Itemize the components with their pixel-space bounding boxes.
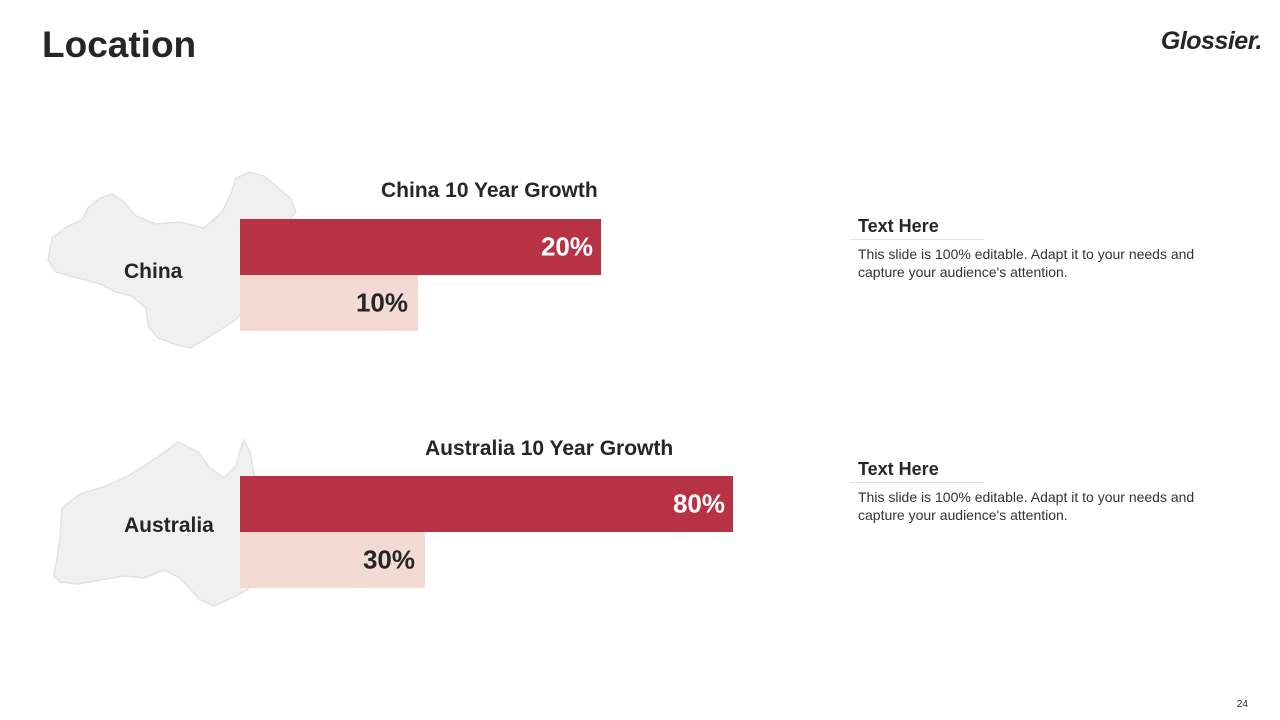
china-bar-secondary-value: 10% [355,287,408,318]
china-bar-primary: 20% [240,219,601,275]
china-chart-title: China 10 Year Growth [381,179,598,202]
australia-note-body: This slide is 100% editable. Adapt it to… [858,489,1195,523]
china-bar-secondary: 10% [240,275,418,331]
china-label: China [124,260,183,283]
china-note-body: This slide is 100% editable. Adapt it to… [858,246,1195,280]
australia-note: Text Here This slide is 100% editable. A… [850,459,1230,524]
australia-bar-secondary: 30% [240,532,425,588]
china-note-heading: Text Here [850,216,984,240]
australia-bar-primary: 80% [240,476,733,532]
china-bar-primary-value: 20% [540,231,593,262]
brand-logo: Glossier. [1160,27,1263,55]
australia-chart-title: Australia 10 Year Growth [425,437,674,460]
page-number: 24 [1236,699,1248,710]
australia-bar-secondary-value: 30% [362,544,415,575]
page-title: Location [42,24,197,65]
australia-bar-primary-value: 80% [672,488,725,519]
australia-note-heading: Text Here [850,459,984,483]
china-note: Text Here This slide is 100% editable. A… [850,216,1230,281]
australia-label: Australia [124,514,214,537]
